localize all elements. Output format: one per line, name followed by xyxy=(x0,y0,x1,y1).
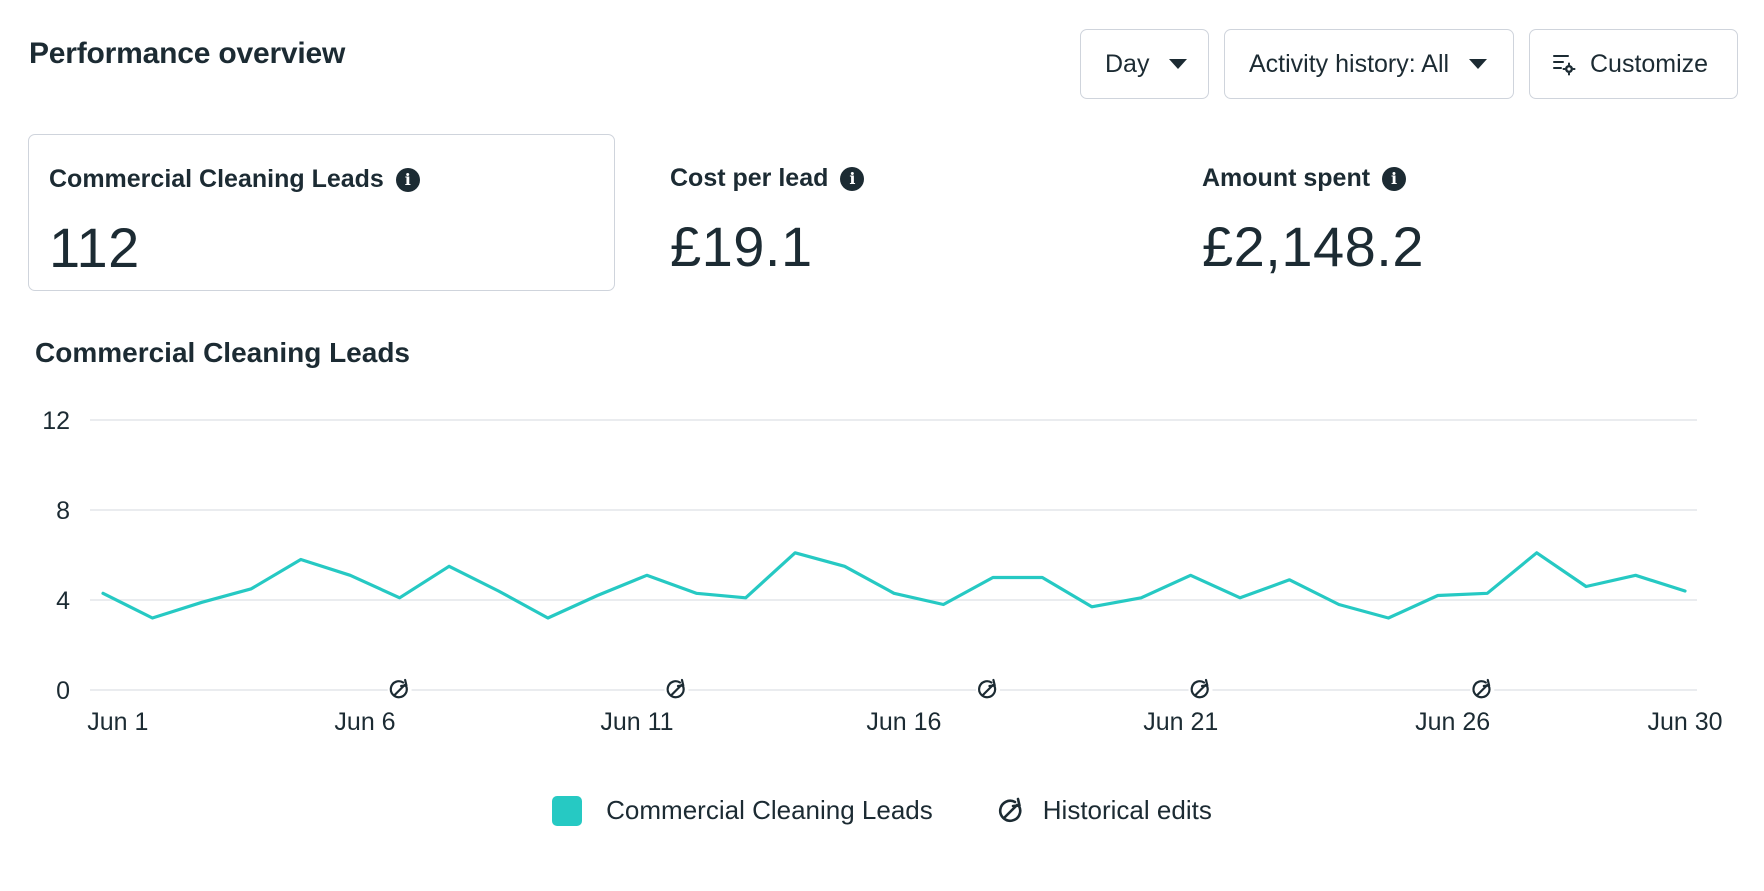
activity-history-label: Activity history: All xyxy=(1249,49,1450,78)
x-tick-label: Jun 30 xyxy=(1647,708,1722,736)
metric-label: Cost per lead i xyxy=(670,164,865,193)
metric-card-cost-per-lead[interactable]: Cost per lead i £19.1 xyxy=(650,134,1150,291)
chart-legend: Commercial Cleaning Leads Historical edi… xyxy=(0,795,1764,826)
day-dropdown-label: Day xyxy=(1105,49,1150,78)
info-icon[interactable]: i xyxy=(395,167,420,192)
legend-edits-label: Historical edits xyxy=(1042,795,1212,825)
historical-edit-marker-icon[interactable] xyxy=(1188,678,1213,702)
leads-line-chart: 0 4 8 12 Jun 1 Jun 6 Jun 11 Jun 16 Jun 21 Jun 26 J… xyxy=(42,407,1722,736)
info-icon[interactable]: i xyxy=(1382,166,1407,191)
historical-edit-marker-icon[interactable] xyxy=(387,678,412,702)
legend-item-series[interactable]: Commercial Cleaning Leads xyxy=(552,795,933,826)
historical-edit-marker-icon[interactable] xyxy=(664,678,689,702)
legend-item-historical-edits[interactable]: Historical edits xyxy=(997,795,1212,826)
metric-label: Commercial Cleaning Leads i xyxy=(49,165,420,194)
metric-label-text: Cost per lead xyxy=(670,164,829,192)
metric-value: £2,148.2 xyxy=(1202,215,1424,278)
y-tick-label: 8 xyxy=(56,497,70,525)
metric-value: 112 xyxy=(49,216,140,279)
metric-value: £19.1 xyxy=(670,215,813,278)
metric-label-text: Commercial Cleaning Leads xyxy=(49,165,384,193)
y-tick-label: 0 xyxy=(56,677,70,705)
caret-down-icon xyxy=(1169,59,1188,69)
activity-history-dropdown[interactable]: Activity history: All xyxy=(1224,29,1514,99)
x-tick-label: Jun 16 xyxy=(866,708,941,736)
y-tick-label: 12 xyxy=(42,407,70,435)
customize-settings-icon xyxy=(1553,55,1576,76)
toolbar: Day Activity history: All Customize xyxy=(1080,29,1738,99)
historical-edit-marker-icon[interactable] xyxy=(1470,678,1495,702)
x-tick-label: Jun 26 xyxy=(1415,708,1490,736)
x-tick-label: Jun 21 xyxy=(1143,708,1218,736)
page-title: Performance overview xyxy=(29,37,346,70)
series-line xyxy=(101,551,1687,620)
caret-down-icon xyxy=(1469,59,1488,69)
metric-label-text: Amount spent xyxy=(1202,164,1371,192)
metric-card-leads[interactable]: Commercial Cleaning Leads i 112 xyxy=(28,134,615,291)
x-tick-label: Jun 1 xyxy=(87,708,148,736)
historical-edit-icon xyxy=(998,797,1022,822)
historical-edit-marker-icon[interactable] xyxy=(975,678,1000,702)
legend-series-label: Commercial Cleaning Leads xyxy=(606,795,933,825)
metric-card-amount-spent[interactable]: Amount spent i £2,148.2 xyxy=(1182,134,1682,291)
info-icon[interactable]: i xyxy=(840,166,865,191)
customize-label: Customize xyxy=(1590,49,1709,78)
x-tick-label: Jun 11 xyxy=(600,708,673,736)
y-tick-label: 4 xyxy=(56,587,70,615)
day-dropdown[interactable]: Day xyxy=(1080,29,1209,99)
customize-button[interactable]: Customize xyxy=(1529,29,1738,99)
metric-label: Amount spent i xyxy=(1202,164,1407,193)
legend-swatch xyxy=(552,795,583,826)
chart-title: Commercial Cleaning Leads xyxy=(35,337,411,368)
x-tick-label: Jun 6 xyxy=(334,708,395,736)
